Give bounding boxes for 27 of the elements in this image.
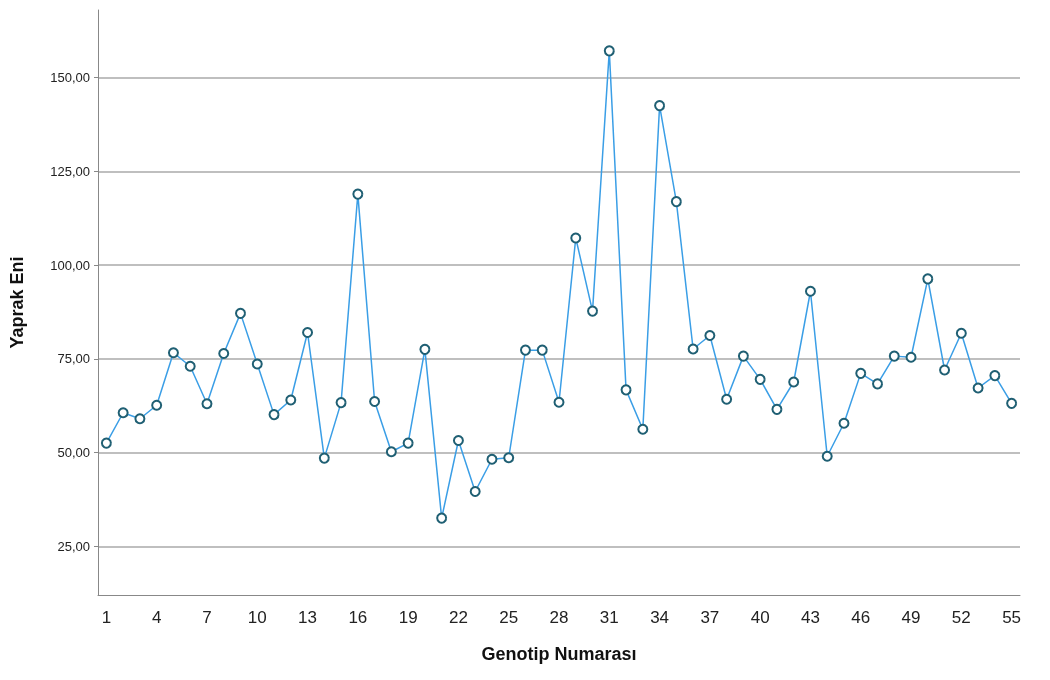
y-tick-label: 25,00 bbox=[57, 538, 90, 554]
x-tick-label: 31 bbox=[599, 608, 619, 627]
y-tick-label: 150,00 bbox=[50, 70, 90, 85]
x-axis-title: Genotip Numarası bbox=[481, 644, 637, 664]
x-tick-label: 13 bbox=[298, 608, 318, 627]
x-tick-label: 49 bbox=[901, 608, 921, 627]
x-tick-label: 52 bbox=[951, 608, 971, 627]
y-tick-label: 50,00 bbox=[57, 445, 90, 460]
x-tick-label: 4 bbox=[151, 608, 162, 627]
x-tick-label: 10 bbox=[247, 608, 267, 627]
x-tick-label: 7 bbox=[202, 608, 212, 627]
x-tick-label: 28 bbox=[549, 608, 569, 627]
x-tick-label: 25 bbox=[499, 608, 519, 627]
x-tick-label: 22 bbox=[448, 608, 468, 627]
x-tick-label: 19 bbox=[398, 608, 418, 627]
x-tick-label: 40 bbox=[750, 608, 770, 627]
x-tick-label: 37 bbox=[700, 608, 720, 627]
x-tick-label: 34 bbox=[650, 608, 670, 627]
x-tick-label: 43 bbox=[800, 608, 820, 627]
y-axis-title: Yaprak Eni bbox=[7, 256, 27, 349]
x-tick-label: 55 bbox=[1002, 608, 1022, 627]
x-tick-label: 16 bbox=[348, 608, 368, 627]
x-tick-label: 1 bbox=[101, 608, 112, 627]
x-tick-label: 46 bbox=[851, 608, 871, 627]
y-tick-label: 125,00 bbox=[50, 163, 90, 179]
y-tick-label: 100,00 bbox=[50, 257, 90, 273]
y-tick-label: 75,00 bbox=[57, 351, 90, 367]
